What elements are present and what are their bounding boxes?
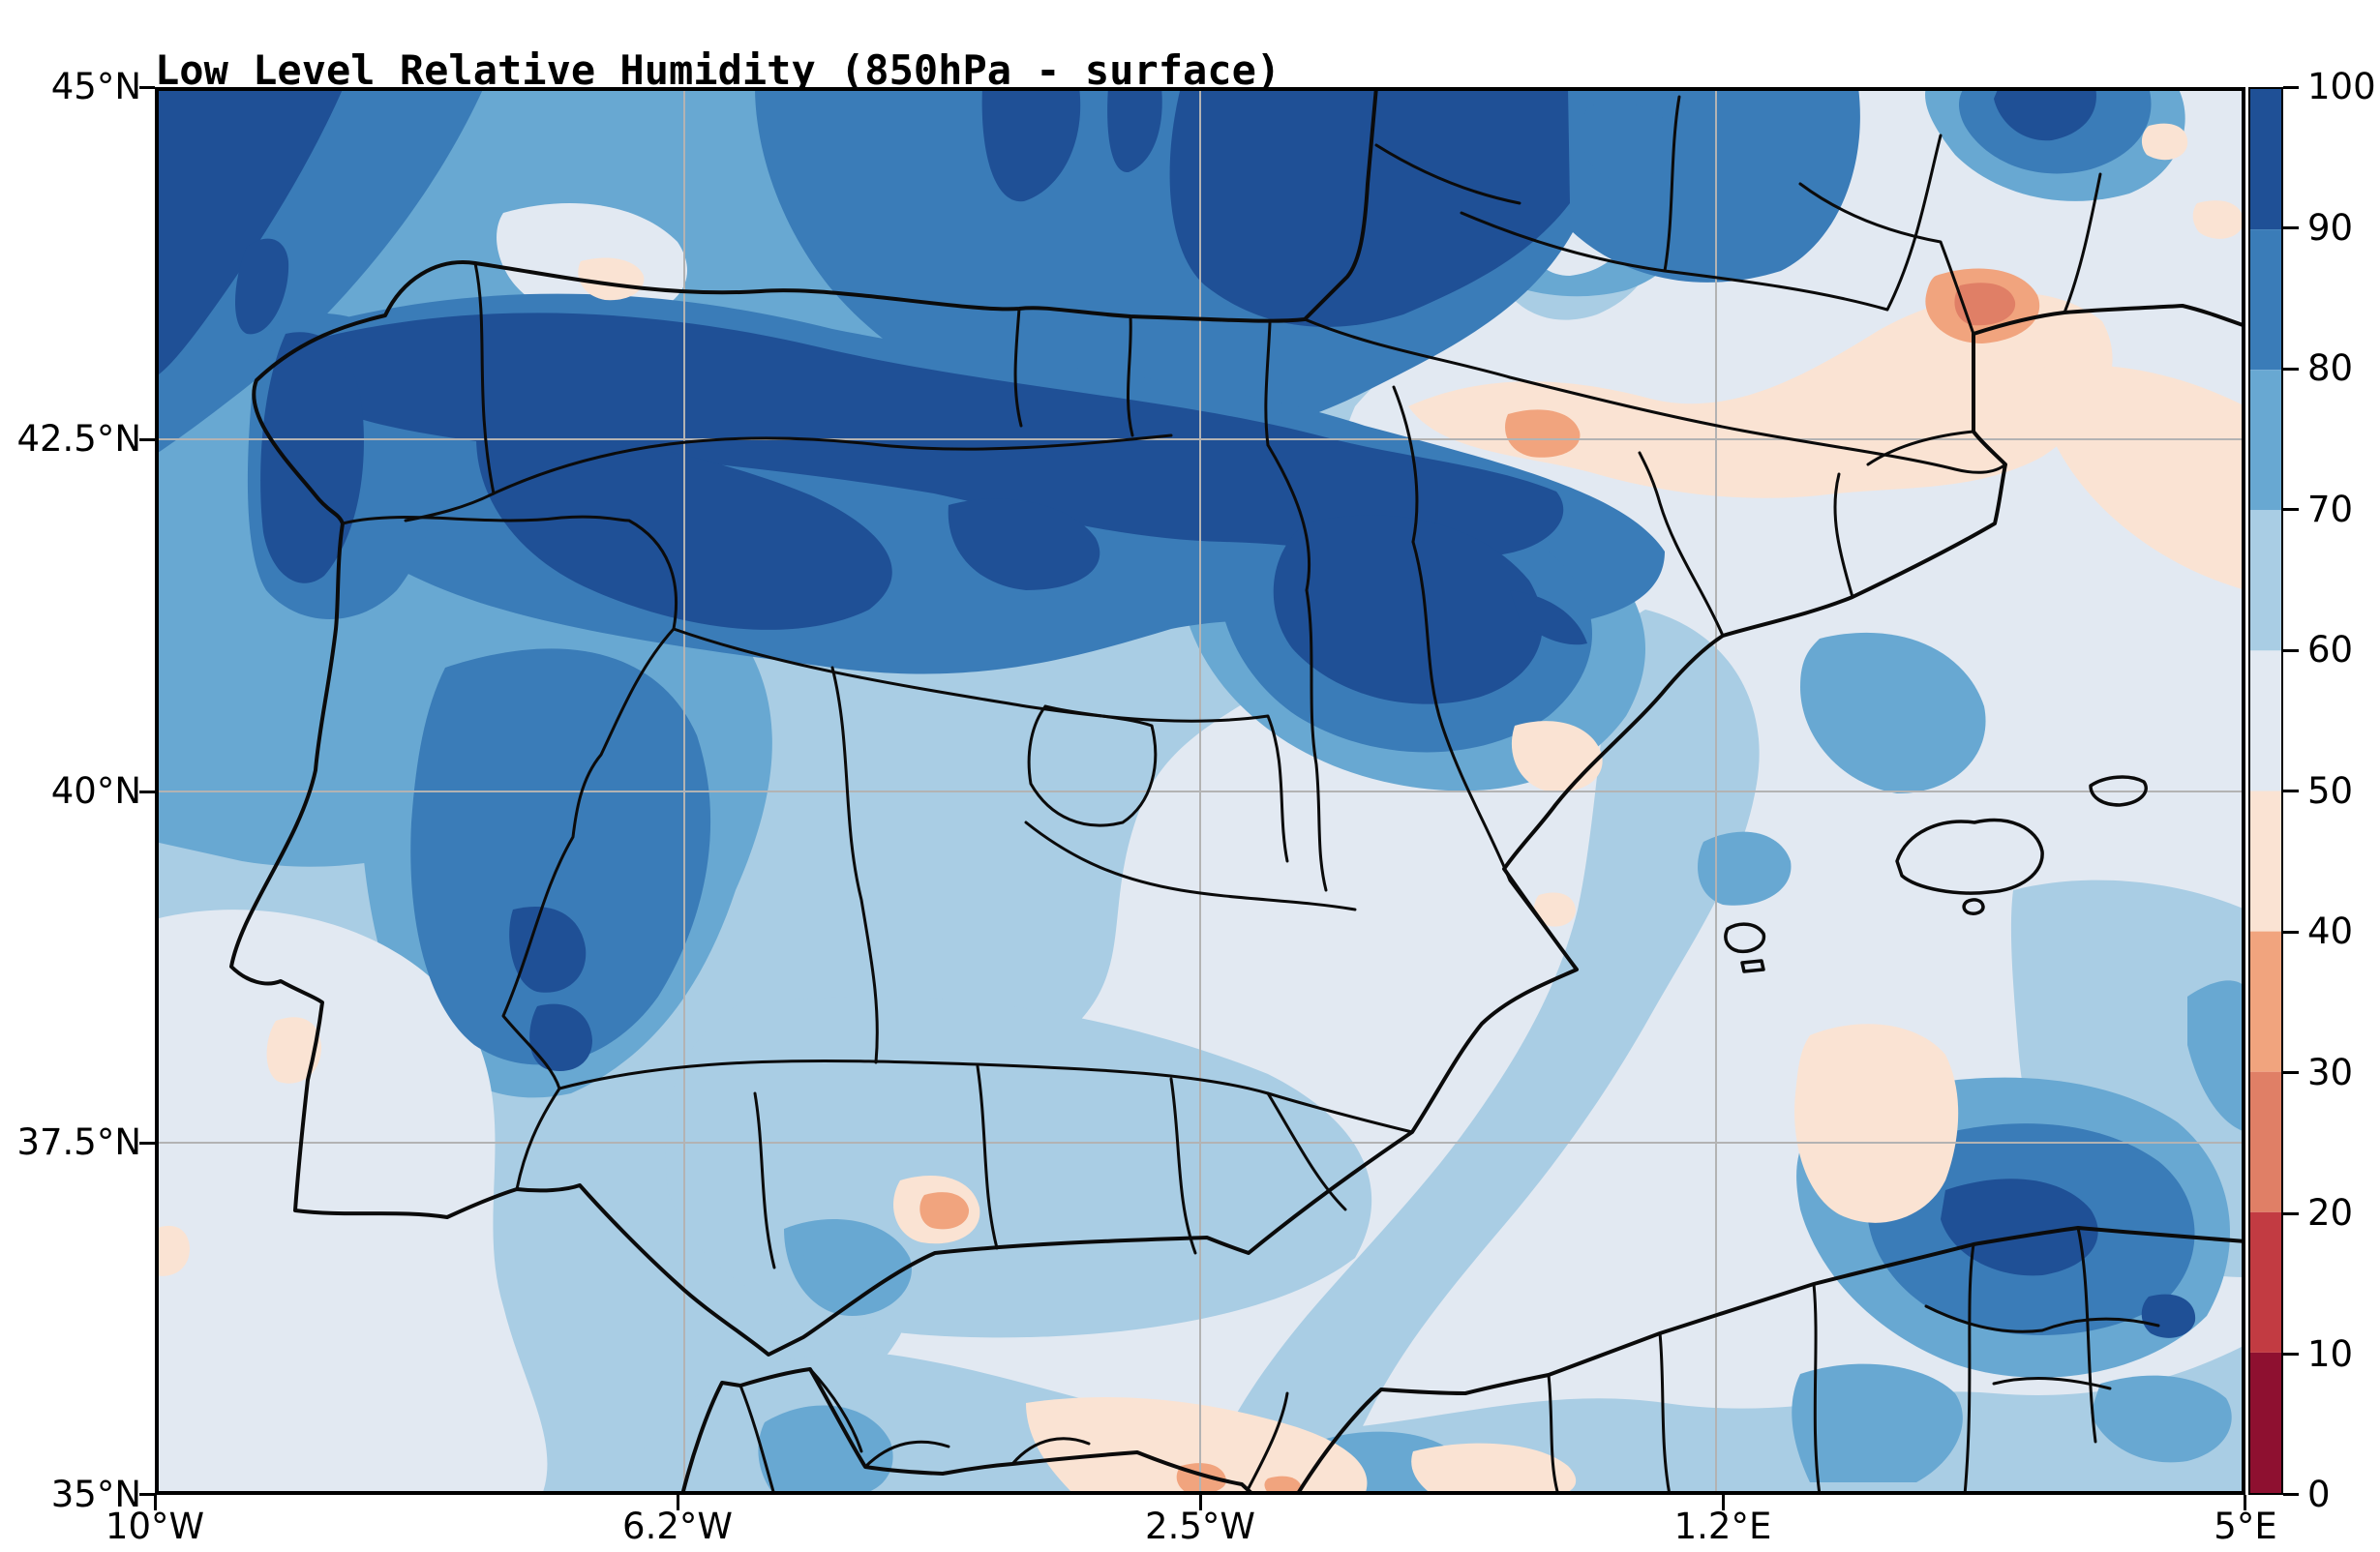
colorbar-label-50: 50	[2307, 770, 2354, 812]
colorbar-segment-80-90	[2250, 229, 2281, 371]
balearic-islands	[1724, 775, 2148, 973]
province-borders	[341, 95, 2160, 1495]
x-axis-tick	[1722, 1495, 1725, 1510]
colorbar-tick	[2283, 368, 2299, 371]
colorbar-label-20: 20	[2307, 1192, 2354, 1234]
colorbar-label-70: 70	[2307, 489, 2354, 530]
contour-fill-40-50	[155, 123, 2245, 1495]
x-tick-label-10w: 10°W	[105, 1506, 205, 1547]
africa-coastline	[680, 1226, 2245, 1495]
colorbar-tick	[2283, 86, 2299, 89]
header-line-1: Low Level Relative Humidity (850hPa - su…	[155, 4, 2245, 137]
colorbar-segment-90-100	[2250, 89, 2281, 230]
y-axis-tick	[139, 1142, 155, 1145]
map-plot-area	[155, 87, 2245, 1495]
map-gridlines	[155, 87, 2245, 1495]
x-axis-tick	[2244, 1495, 2246, 1510]
map-frame	[155, 87, 2245, 1495]
colorbar-segment-0-10	[2250, 1352, 2281, 1493]
contour-fill-20-30	[1954, 283, 2016, 326]
iberia-coastline	[229, 87, 2245, 1357]
humidity-map-svg	[155, 87, 2245, 1495]
y-axis-tick	[139, 791, 155, 793]
colorbar-label-60: 60	[2307, 629, 2354, 671]
colorbar-tick	[2283, 1071, 2299, 1074]
y-tick-label-45n: 45°N	[50, 66, 141, 107]
y-axis-tick	[139, 86, 155, 89]
colorbar-label-100: 100	[2307, 66, 2376, 107]
colorbar-label-40: 40	[2307, 910, 2354, 952]
colorbar-tick	[2283, 1212, 2299, 1215]
y-axis-tick	[139, 438, 155, 441]
colorbar-segment-10-20	[2250, 1211, 2281, 1353]
contour-fill-90-100	[155, 87, 2196, 1338]
colorbar-tick	[2283, 790, 2299, 792]
colorbar-label-80: 80	[2307, 347, 2354, 389]
colorbar-label-90: 90	[2307, 207, 2354, 249]
colorbar-tick	[2283, 649, 2299, 652]
colorbar-segment-40-50	[2250, 791, 2281, 932]
colorbar-tick	[2283, 1353, 2299, 1356]
colorbar-gradient	[2250, 89, 2281, 1493]
colorbar	[2248, 87, 2283, 1495]
colorbar-segment-70-80	[2250, 370, 2281, 511]
y-tick-label-40n: 40°N	[50, 770, 141, 812]
colorbar-tick	[2283, 931, 2299, 934]
colorbar-segment-50-60	[2250, 650, 2281, 791]
x-tick-label-2-5w: 2.5°W	[1145, 1506, 1255, 1547]
x-axis-tick	[1199, 1495, 1202, 1510]
y-tick-label-42-5n: 42.5°N	[16, 418, 141, 460]
x-axis-tick	[154, 1495, 157, 1510]
colorbar-segment-60-70	[2250, 510, 2281, 651]
y-tick-label-37-5n: 37.5°N	[16, 1121, 141, 1163]
colorbar-tick	[2283, 508, 2299, 511]
x-tick-label-5e: 5°E	[2214, 1506, 2277, 1547]
x-axis-tick	[677, 1495, 679, 1510]
colorbar-segment-30-40	[2250, 931, 2281, 1072]
colorbar-segment-20-30	[2250, 1071, 2281, 1212]
colorbar-label-10: 10	[2307, 1333, 2354, 1375]
colorbar-label-0: 0	[2307, 1474, 2331, 1515]
coastlines-and-borders	[229, 87, 2245, 1495]
y-axis-tick	[139, 1493, 155, 1496]
page-title: Low Level Relative Humidity (850hPa - su…	[155, 46, 1281, 94]
colorbar-tick	[2283, 226, 2299, 229]
x-tick-label-6-2w: 6.2°W	[622, 1506, 733, 1547]
colorbar-label-30: 30	[2307, 1052, 2354, 1093]
colorbar-tick	[2283, 1493, 2299, 1496]
y-tick-label-35n: 35°N	[50, 1474, 141, 1515]
x-tick-label-1-2e: 1.2°E	[1673, 1506, 1772, 1547]
